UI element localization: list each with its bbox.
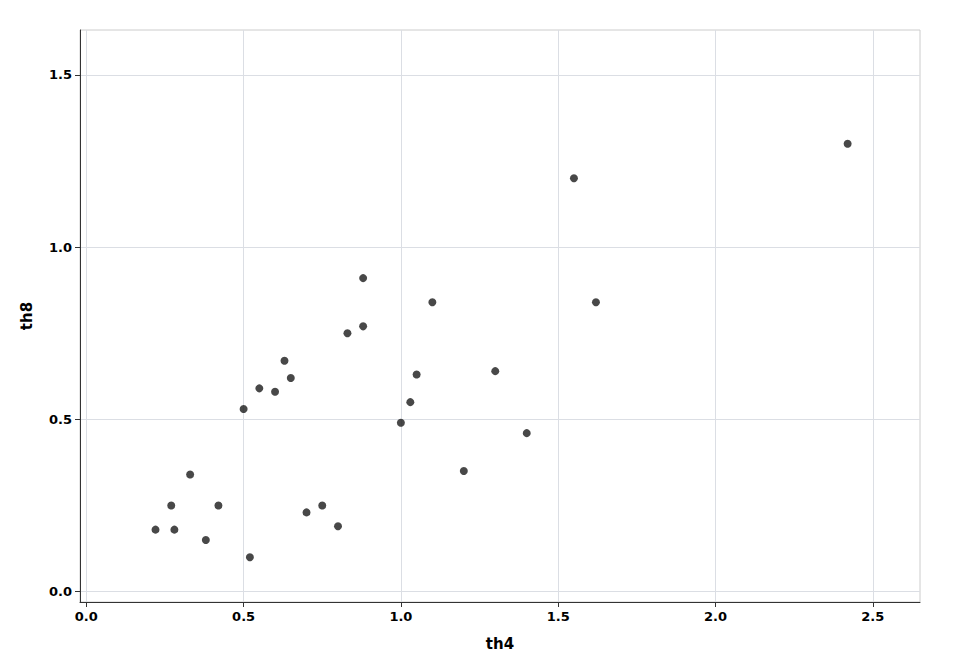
- svg-text:1.5: 1.5: [547, 609, 570, 624]
- svg-text:2.0: 2.0: [704, 609, 727, 624]
- svg-text:0.5: 0.5: [232, 609, 255, 624]
- svg-text:0.5: 0.5: [49, 412, 72, 427]
- svg-text:1.0: 1.0: [389, 609, 412, 624]
- svg-text:1.5: 1.5: [49, 67, 72, 82]
- svg-text:0.0: 0.0: [75, 609, 98, 624]
- svg-text:1.0: 1.0: [49, 240, 72, 255]
- svg-text:2.5: 2.5: [861, 609, 884, 624]
- svg-text:th4: th4: [486, 635, 514, 653]
- svg-text:th8: th8: [18, 302, 36, 330]
- svg-text:0.0: 0.0: [49, 584, 72, 599]
